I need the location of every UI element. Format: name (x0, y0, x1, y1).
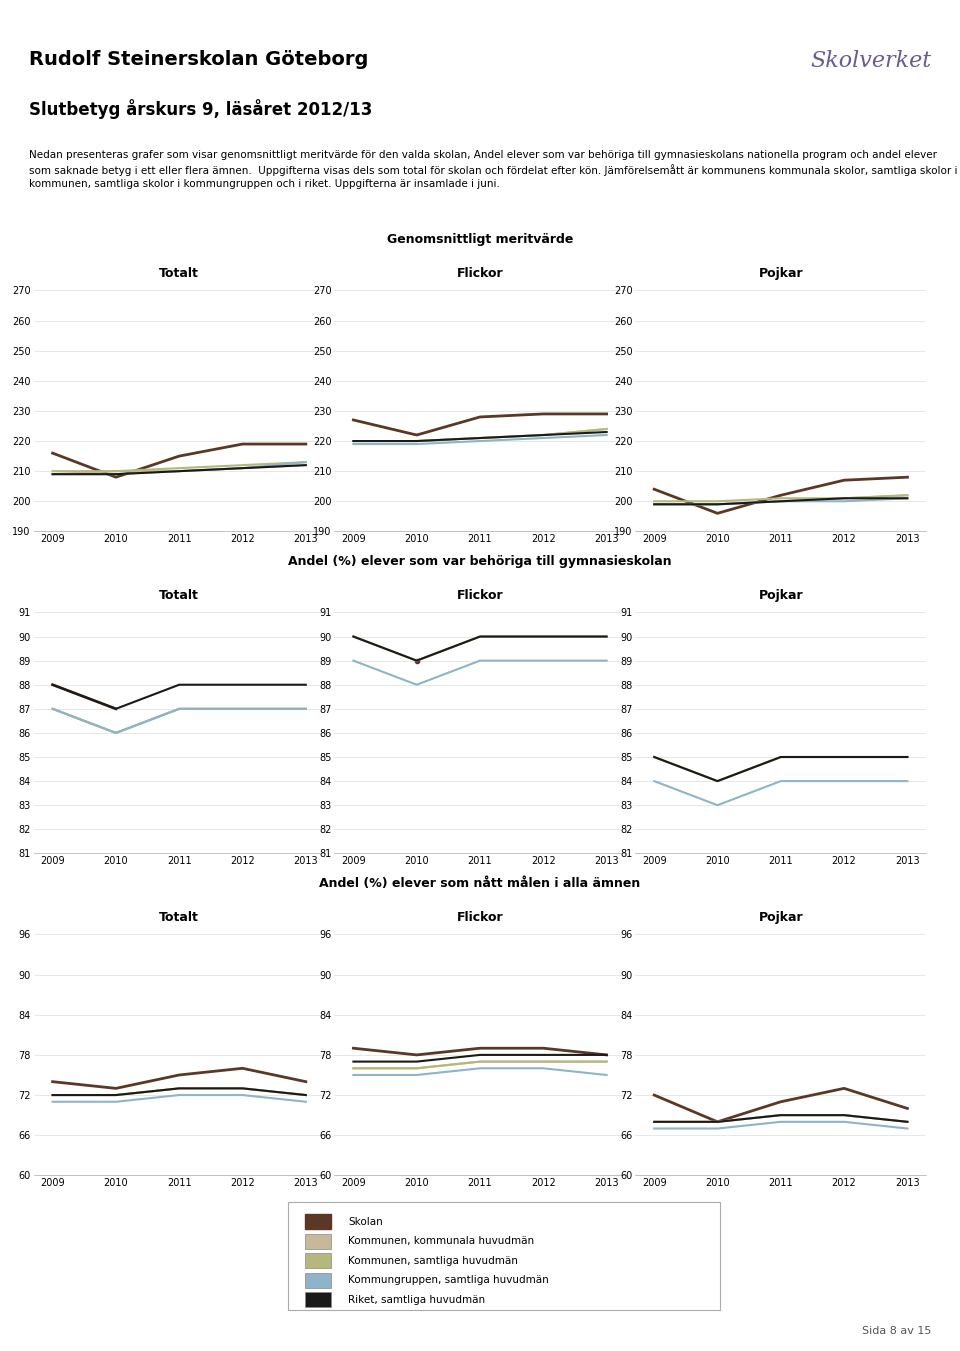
Text: Kommunen, samtliga huvudmän: Kommunen, samtliga huvudmän (348, 1255, 518, 1266)
Text: Flickor: Flickor (457, 912, 503, 924)
Bar (305, 1215, 331, 1229)
Text: Rudolf Steinerskolan Göteborg: Rudolf Steinerskolan Göteborg (29, 50, 369, 69)
Text: Nedan presenteras grafer som visar genomsnittligt meritvärde för den valda skola: Nedan presenteras grafer som visar genom… (29, 150, 957, 189)
Text: Riket, samtliga huvudmän: Riket, samtliga huvudmän (348, 1294, 486, 1305)
Text: Totalt: Totalt (159, 589, 199, 603)
Text: Pojkar: Pojkar (758, 267, 804, 281)
Text: Genomsnittligt meritvärde: Genomsnittligt meritvärde (387, 234, 573, 246)
Text: Kommunen, kommunala huvudmän: Kommunen, kommunala huvudmän (348, 1236, 535, 1247)
Text: Flickor: Flickor (457, 589, 503, 603)
FancyBboxPatch shape (288, 1202, 720, 1310)
Text: Pojkar: Pojkar (758, 589, 804, 603)
Text: Skolan: Skolan (348, 1217, 383, 1227)
Text: Andel (%) elever som nått målen i alla ämnen: Andel (%) elever som nått målen i alla ä… (320, 877, 640, 890)
Bar (305, 1233, 331, 1248)
Text: Pojkar: Pojkar (758, 912, 804, 924)
Bar (305, 1292, 331, 1308)
Text: Kommungruppen, samtliga huvudmän: Kommungruppen, samtliga huvudmän (348, 1275, 549, 1285)
Text: Slutbetyg årskurs 9, läsåret 2012/13: Slutbetyg årskurs 9, läsåret 2012/13 (29, 99, 372, 119)
Text: Sida 8 av 15: Sida 8 av 15 (862, 1325, 931, 1336)
Bar (305, 1273, 331, 1288)
Text: Skolverket: Skolverket (810, 50, 931, 72)
Bar (305, 1254, 331, 1269)
Text: Flickor: Flickor (457, 267, 503, 281)
Text: Totalt: Totalt (159, 912, 199, 924)
Text: Totalt: Totalt (159, 267, 199, 281)
Text: Andel (%) elever som var behöriga till gymnasieskolan: Andel (%) elever som var behöriga till g… (288, 555, 672, 569)
